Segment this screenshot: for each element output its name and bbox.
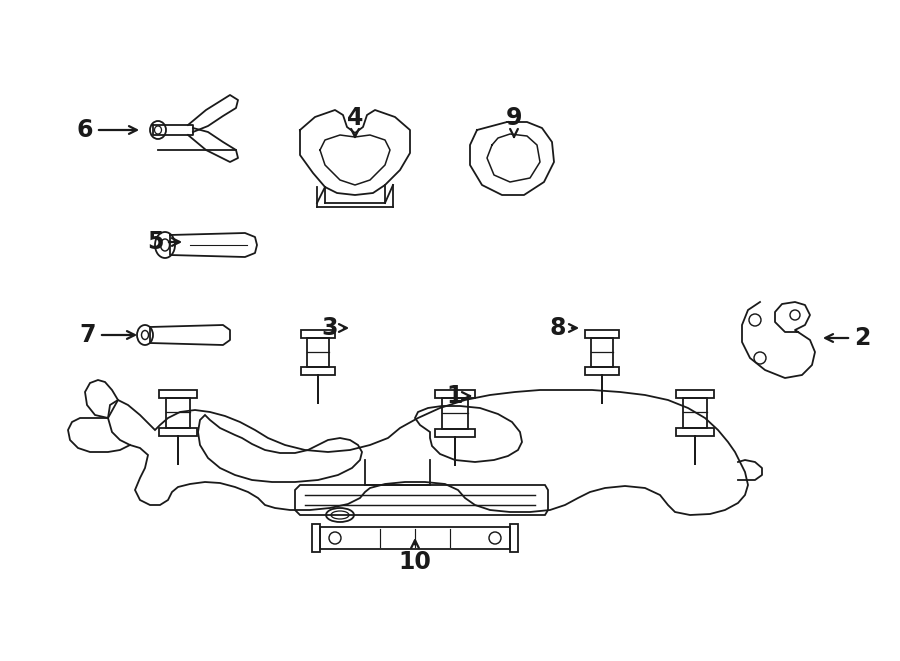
Bar [320, 527, 510, 549]
Bar [683, 398, 707, 428]
Text: 6: 6 [76, 118, 137, 142]
Bar [677, 428, 714, 436]
Text: 9: 9 [506, 106, 522, 137]
Text: 1: 1 [446, 384, 470, 408]
Text: 7: 7 [80, 323, 135, 347]
Bar [301, 330, 335, 338]
Bar [585, 330, 619, 338]
Bar [585, 366, 619, 375]
Text: 3: 3 [322, 316, 346, 340]
Bar [435, 390, 475, 398]
Bar [307, 338, 329, 366]
Text: 10: 10 [399, 540, 431, 574]
Bar [677, 390, 714, 398]
Bar [159, 428, 196, 436]
Text: 2: 2 [825, 326, 870, 350]
Bar [435, 429, 475, 437]
Text: 4: 4 [346, 106, 364, 137]
Bar [510, 524, 518, 552]
Bar [159, 390, 196, 398]
Bar [166, 398, 190, 428]
Text: 8: 8 [550, 316, 577, 340]
Bar [591, 338, 613, 366]
Text: 5: 5 [147, 230, 180, 254]
Bar [312, 524, 320, 552]
Bar [301, 366, 335, 375]
Bar [442, 398, 468, 429]
